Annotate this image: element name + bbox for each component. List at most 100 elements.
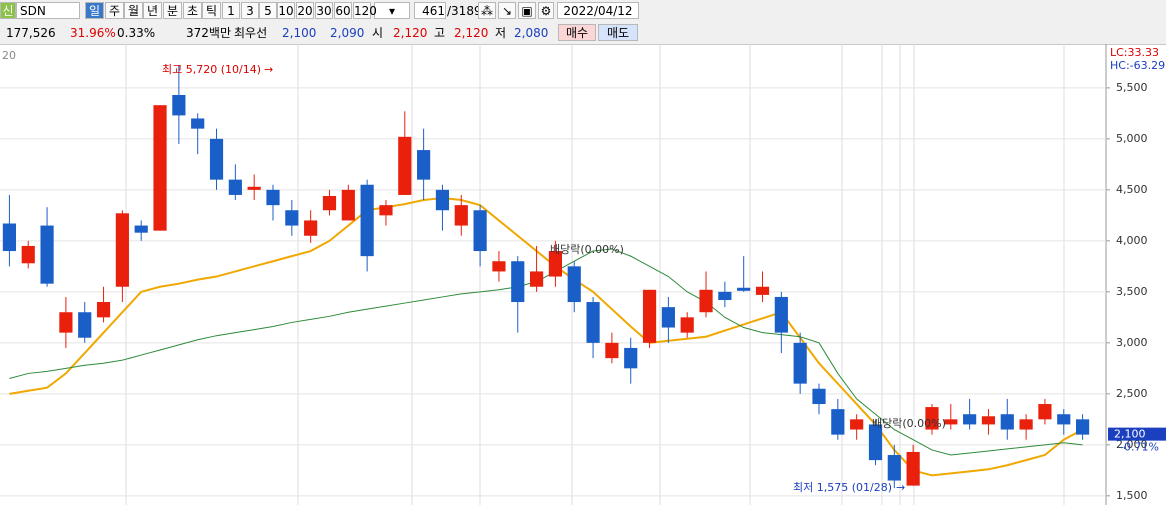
candle-body xyxy=(925,407,939,430)
bid: 2,090 xyxy=(330,26,365,40)
candle-body xyxy=(755,286,770,295)
arrow: → xyxy=(264,63,273,76)
candle-body xyxy=(850,419,864,430)
y-tick-label: 4,500 xyxy=(1116,183,1148,196)
tab[interactable]: 초 xyxy=(183,2,202,19)
candle-body xyxy=(59,312,73,333)
candle-body xyxy=(887,455,901,481)
tab[interactable]: 3 xyxy=(241,2,259,19)
candle-body xyxy=(642,289,657,343)
candle-body xyxy=(812,388,826,405)
y-tick-label: 2,500 xyxy=(1116,387,1148,400)
candle-body xyxy=(963,414,977,425)
total: /3189 xyxy=(447,4,482,18)
tab[interactable]: 60 xyxy=(334,2,352,19)
icon[interactable]: ⁂ xyxy=(478,2,496,19)
last-price: 2,100 xyxy=(1114,428,1146,441)
candle-body xyxy=(40,225,54,284)
candle-body xyxy=(2,223,17,252)
tab[interactable]: 일 xyxy=(85,2,104,19)
tab[interactable]: 20 xyxy=(296,2,314,19)
candle-body xyxy=(266,189,280,206)
tab[interactable]: 1 xyxy=(222,2,240,19)
icon[interactable]: ⚙ xyxy=(538,2,554,19)
candle-body xyxy=(360,184,374,257)
label: 시 xyxy=(372,26,384,40)
candle-body xyxy=(529,271,544,287)
volume: 177,526 xyxy=(6,26,56,40)
hc: HC:-63.29 xyxy=(1110,59,1165,72)
candle-body xyxy=(944,419,958,425)
sell-button[interactable]: 매도 xyxy=(598,24,638,41)
candle-body xyxy=(774,296,788,333)
date-input[interactable]: 2022/04/12 xyxy=(557,2,639,19)
moving-average xyxy=(9,197,1084,477)
candle-body xyxy=(1038,404,1052,420)
open: 2,120 xyxy=(393,26,428,40)
candle-body xyxy=(718,291,732,300)
price-box xyxy=(1108,427,1166,441)
tab[interactable]: 틱 xyxy=(202,2,221,19)
candle-body xyxy=(115,213,129,287)
candle-body xyxy=(906,451,920,486)
max-label: 최고 5,720 (10/14) xyxy=(162,63,261,76)
candle-body xyxy=(172,94,186,116)
corner-label: 20 xyxy=(2,49,16,62)
badge: 신 xyxy=(0,2,16,19)
candle-body xyxy=(586,302,600,343)
quote-bar: 177,526 31.96% 0.33% 372백만 최우선 2,100 2,0… xyxy=(0,22,1166,45)
candle-body xyxy=(1000,414,1014,430)
candle-body xyxy=(548,251,563,277)
tab[interactable]: 30 xyxy=(315,2,333,19)
candle-body xyxy=(511,261,525,303)
candle-body xyxy=(191,118,205,129)
candle-body xyxy=(341,189,355,221)
moving-average xyxy=(9,248,1083,456)
y-tick-label: 1,500 xyxy=(1116,489,1148,502)
tab[interactable]: 년 xyxy=(143,2,162,19)
icon[interactable]: ↘ xyxy=(498,2,516,19)
ex-dividend: 배당락(0.00%) xyxy=(550,243,624,256)
tab[interactable]: 120 xyxy=(353,2,377,19)
tab[interactable]: 주 xyxy=(105,2,124,19)
candle-body xyxy=(1057,414,1071,425)
candle-body xyxy=(981,416,996,425)
candle-body xyxy=(247,186,261,190)
tab[interactable]: 분 xyxy=(163,2,182,19)
candle-body xyxy=(624,347,638,369)
dropdown[interactable]: ▾ xyxy=(374,2,410,19)
candle-body xyxy=(398,136,412,195)
count-input[interactable]: 461 xyxy=(414,2,446,19)
candle-body xyxy=(473,210,487,252)
candle-body xyxy=(134,225,148,233)
candle-body xyxy=(379,205,393,216)
lc: LC:33.33 xyxy=(1110,46,1159,59)
candle-body xyxy=(737,287,751,291)
candle-body xyxy=(435,189,450,211)
high: 2,120 xyxy=(454,26,489,40)
candle-body xyxy=(228,179,242,195)
ex-dividend: 배당락(0.00%) xyxy=(872,417,946,430)
y-tick-label: 2,000 xyxy=(1116,438,1148,451)
icon[interactable]: ▣ xyxy=(518,2,536,19)
candle-body xyxy=(322,195,337,211)
candle-body xyxy=(78,312,92,338)
y-tick-label: 3,500 xyxy=(1116,285,1148,298)
code-input[interactable]: SDN xyxy=(16,2,80,19)
candle-body xyxy=(454,205,468,226)
arrow: → xyxy=(896,481,905,494)
buy-button[interactable]: 매수 xyxy=(558,24,596,41)
tab[interactable]: 10 xyxy=(277,2,295,19)
label: 저 xyxy=(495,26,507,40)
candle-body xyxy=(831,409,845,435)
candle-body xyxy=(492,261,506,272)
candle-body xyxy=(96,302,111,318)
y-tick-label: 4,000 xyxy=(1116,234,1148,247)
last-change: -0.71% xyxy=(1120,441,1159,454)
tab[interactable]: 5 xyxy=(259,2,277,19)
candle-body xyxy=(21,245,35,264)
tab[interactable]: 월 xyxy=(124,2,143,19)
candle-body xyxy=(793,342,807,384)
